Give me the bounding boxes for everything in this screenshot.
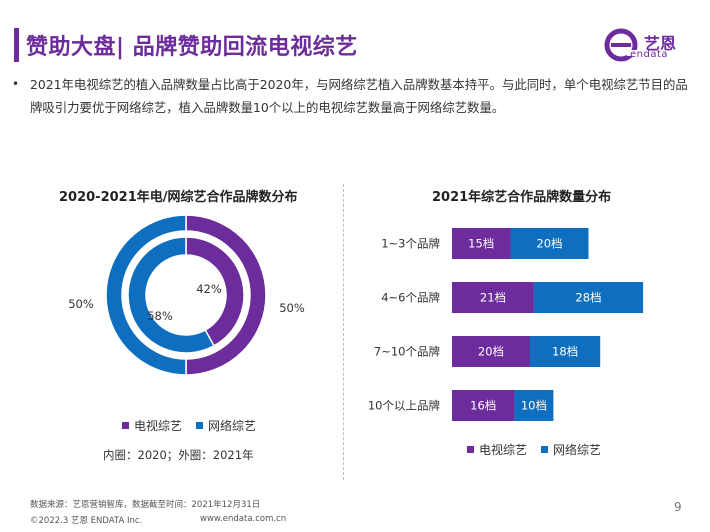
logo-sub: endata [630,49,669,60]
bar-legend-item-tv: 电视综艺 [467,441,527,458]
legend-swatch-tv [122,422,129,429]
bar-category-label: 7~10个品牌 [374,345,440,359]
title-accent-bar [14,28,19,62]
bar-value-label-net: 28档 [575,291,601,305]
donut-chart: 42% 58% 50% 50% [68,214,305,376]
legend-label-net: 网络综艺 [208,419,257,433]
bar-legend-item-net: 网络综艺 [541,441,601,458]
bar-legend-label-tv: 电视综艺 [479,443,528,457]
bar-segment-net [510,228,589,259]
bar-value-label-tv: 21档 [480,291,506,305]
bar-legend-swatch-net [541,446,549,453]
bar-segment-tv [452,390,515,421]
bar-value-label-tv: 15档 [468,237,494,251]
donut-outer-label-net: 50% [68,297,94,311]
bar-chart: 1~3个品牌 15档 20档 4~6个品牌 21档 28档 7~10个品牌 20档 18档 10个… [368,228,644,421]
donut-note: 内圈：2020；外圈：2021年 [103,448,254,462]
donut-inner-label-tv: 42% [196,282,222,296]
bar-segment-tv [452,336,530,367]
footer-copyright: ©2022.3 艺恩 ENDATA Inc. [30,516,143,526]
donut-outer-label-tv: 50% [279,301,305,315]
bar-value-label-tv: 16档 [470,399,496,413]
legend-swatch-net [196,422,204,429]
legend-item-tv: 电视综艺 [122,417,182,434]
page-title: 赞助大盘| 品牌赞助回流电视综艺 [26,35,358,60]
bar-value-label-net: 20档 [536,237,562,251]
bar-segment-tv [452,228,511,259]
donut-outer-slice-net [105,214,187,376]
chart-divider [343,184,344,480]
bar-segment-net [530,336,601,367]
bar-category-label: 4~6个品牌 [381,291,440,305]
donut-inner-label-net: 58% [147,309,173,323]
donut-chart-title: 2020-2021年电/网综艺合作品牌数分布 [59,190,298,205]
bar-value-label-tv: 20档 [478,345,504,359]
bar-category-label: 1~3个品牌 [381,237,440,251]
footer-source: 数据来源：艺恩营销智库，数据截至时间：2021年12月31日 [30,500,261,510]
donut-inner-slice-net [127,236,215,354]
bar-value-label-net: 10档 [521,399,547,413]
bar-legend-swatch-tv [467,446,474,453]
bar-value-label-net: 18档 [552,345,578,359]
footer-url[interactable]: www.endata.com.cn [200,514,287,524]
endata-logo [604,28,639,62]
bar-segment-tv [452,282,534,313]
bar-legend: 电视综艺 网络综艺 [467,441,615,458]
bar-category-label: 10个以上品牌 [368,399,440,413]
bullet-dot: • [12,77,20,91]
intro-text: 2021年电视综艺的植入品牌数量占比高于2020年，与网络综艺植入品牌数基本持平… [30,77,688,115]
logo-name: 艺恩 [644,34,677,53]
legend-label-tv: 电视综艺 [134,419,183,433]
legend-item-net: 网络综艺 [196,417,256,434]
bar-segment-net [533,282,644,313]
bar-segment-net [514,390,554,421]
page-number: 9 [674,500,682,514]
bar-chart-title: 2021年综艺合作品牌数量分布 [432,190,612,205]
donut-legend: 电视综艺 网络综艺 [122,417,270,434]
bar-legend-label-net: 网络综艺 [553,443,602,457]
